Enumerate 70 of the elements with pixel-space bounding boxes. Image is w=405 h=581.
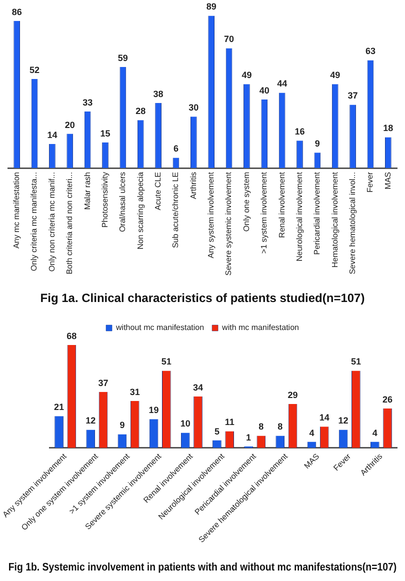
- data-label: 16: [294, 126, 305, 137]
- data-label: 40: [259, 86, 270, 96]
- x-tick-label: Photosensitivity: [100, 172, 110, 228]
- data-label: 5: [214, 426, 220, 436]
- data-label: 49: [330, 70, 340, 80]
- data-label: 68: [66, 331, 77, 342]
- data-label: 51: [350, 356, 361, 367]
- data-label: 8: [278, 422, 283, 432]
- x-tick-label: Renal involvement: [277, 171, 286, 238]
- data-label: 44: [277, 78, 288, 89]
- x-tick-label: Severe hematological invol...: [348, 172, 357, 274]
- data-label: 51: [161, 356, 172, 367]
- data-label: 59: [118, 53, 128, 64]
- x-tick-label: Only criteria mc manifesta...: [30, 172, 39, 272]
- data-label: 49: [242, 70, 252, 80]
- data-label: 70: [224, 34, 234, 44]
- data-label: 18: [383, 123, 394, 134]
- x-tick-label: Only one system: [242, 172, 251, 232]
- data-label: 63: [365, 46, 376, 56]
- data-label: 9: [120, 420, 125, 430]
- data-label: 12: [86, 416, 96, 426]
- data-label: 29: [288, 390, 298, 400]
- data-label: 14: [47, 130, 58, 140]
- x-tick-label: Any mc manifestation: [12, 172, 22, 248]
- x-tick-label: MAS: [383, 172, 392, 190]
- x-tick-label: Malar rash: [82, 172, 92, 210]
- data-label: 15: [100, 128, 110, 138]
- data-label: 34: [193, 382, 204, 392]
- data-label: 37: [348, 90, 358, 101]
- x-tick-label: Both criteria and non criteri...: [65, 172, 74, 274]
- data-label: 6: [173, 144, 178, 154]
- x-tick-label: Oral/nasal ulcers: [118, 172, 128, 232]
- data-label: 33: [82, 98, 93, 108]
- data-label: 30: [188, 102, 199, 113]
- data-label: 89: [206, 2, 216, 12]
- text: Fig 1b. Systemic involvement in patients with and without mc manifestations(n=107): [8, 562, 397, 574]
- x-tick-label: Fever: [366, 172, 375, 192]
- x-tick-label: Hematological involvement: [330, 171, 340, 268]
- x-tick-label: Only non criteria mc manif...: [47, 172, 56, 272]
- text: Fig 1a. Clinical characteristics of patients studied(n=107): [40, 291, 365, 306]
- data-label: 31: [130, 386, 140, 397]
- legend-label: without mc manifestation: [115, 323, 204, 332]
- data-label: 21: [54, 402, 64, 412]
- x-tick-label: Arthritis: [188, 172, 198, 200]
- data-label: 86: [12, 6, 22, 17]
- data-label: 19: [148, 405, 159, 416]
- data-label: 4: [309, 428, 314, 438]
- x-tick-label: Acute CLE: [154, 172, 162, 210]
- data-label: 9: [314, 138, 320, 149]
- data-label: 52: [30, 65, 40, 76]
- legend-label: with mc manifestation: [221, 323, 299, 332]
- data-label: 1: [246, 432, 252, 442]
- data-label: 37: [98, 378, 108, 388]
- x-tick-label: Any system involvement: [206, 171, 216, 258]
- data-label: 8: [258, 422, 264, 432]
- x-tick-label: Severe systemic involvement: [224, 171, 234, 276]
- data-label: 26: [382, 394, 393, 405]
- data-label: 12: [338, 416, 348, 426]
- x-tick-label: Sub acute/chronic LE: [171, 172, 180, 248]
- data-label: 10: [180, 418, 190, 429]
- data-label: 38: [153, 88, 164, 99]
- data-label: 20: [64, 120, 75, 130]
- x-tick-label: Non scarring alopecia: [136, 171, 145, 250]
- data-label: 11: [224, 417, 234, 428]
- data-label: 14: [319, 412, 330, 423]
- x-tick-label: >1 system involvement: [260, 171, 269, 254]
- data-label: 4: [372, 428, 378, 438]
- x-tick-label: Pericardial involvement: [312, 171, 322, 255]
- x-tick-label: Neurological involvement: [294, 171, 304, 262]
- data-label: 28: [136, 106, 146, 116]
